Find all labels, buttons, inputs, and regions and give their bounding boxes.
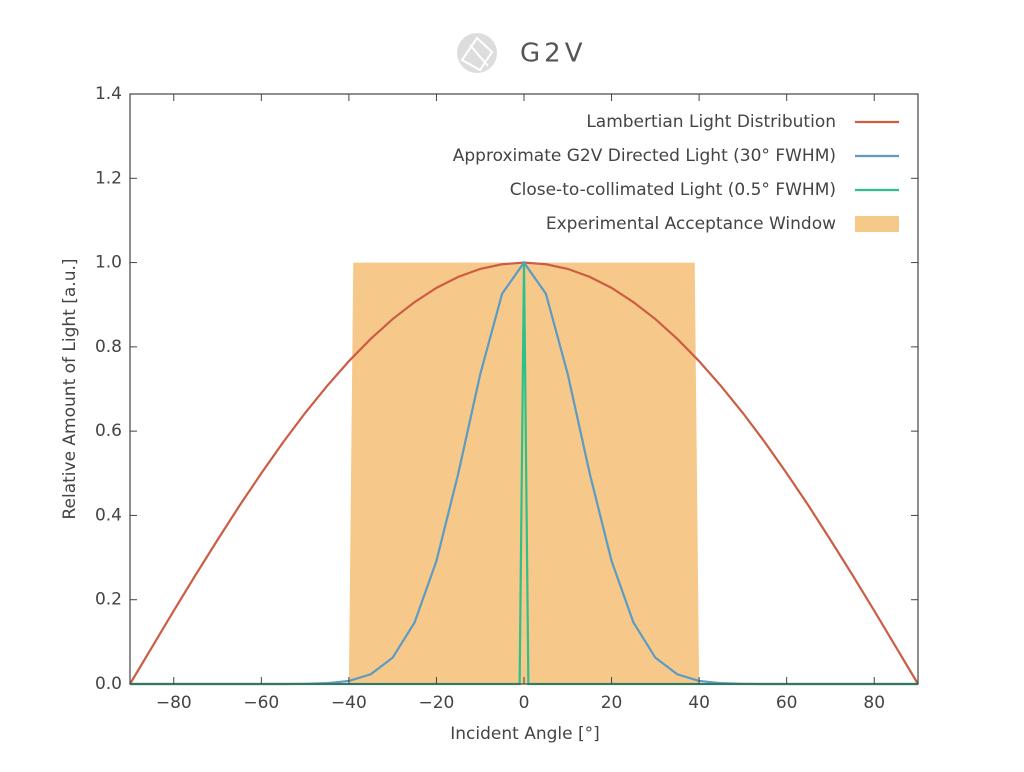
x-axis-label: Incident Angle [°] (450, 724, 600, 744)
logo: G2V (457, 33, 586, 73)
logo-icon-lines (460, 36, 494, 72)
x-tick-label: −20 (418, 693, 454, 713)
y-tick-label: 1.4 (95, 84, 122, 104)
x-tick-label: −80 (156, 693, 192, 713)
x-tick-label: 60 (776, 693, 798, 713)
legend-label: Approximate G2V Directed Light (30° FWHM… (453, 146, 836, 166)
x-tick-label: 20 (601, 693, 623, 713)
legend-swatch (855, 216, 899, 232)
legend-label: Lambertian Light Distribution (586, 112, 836, 132)
y-tick-label: 1.0 (95, 253, 122, 273)
legend-label: Close-to-collimated Light (0.5° FWHM) (510, 180, 836, 200)
y-axis-label: Relative Amount of Light [a.u.] (60, 258, 80, 519)
y-tick-label: 0.8 (95, 337, 122, 357)
y-tick-label: 0.6 (95, 421, 122, 441)
x-tick-label: −40 (331, 693, 367, 713)
plot: −80 −60 −40 −20 0 20 40 60 80 0.0 0.2 0.4 0.6 0.8 1.0 1… (95, 84, 919, 713)
logo-text: G2V (520, 39, 586, 69)
x-tick-label: 0 (519, 693, 530, 713)
acceptance-window (348, 262, 700, 684)
x-tick-label: −60 (243, 693, 279, 713)
y-tick-label: 0.0 (95, 674, 122, 694)
x-tick-label: 40 (688, 693, 710, 713)
legend-label: Experimental Acceptance Window (546, 214, 836, 234)
y-tick-label: 1.2 (95, 168, 122, 188)
y-tick-label: 0.2 (95, 590, 122, 610)
x-tick-label: 80 (863, 693, 885, 713)
y-tick-label: 0.4 (95, 505, 122, 525)
